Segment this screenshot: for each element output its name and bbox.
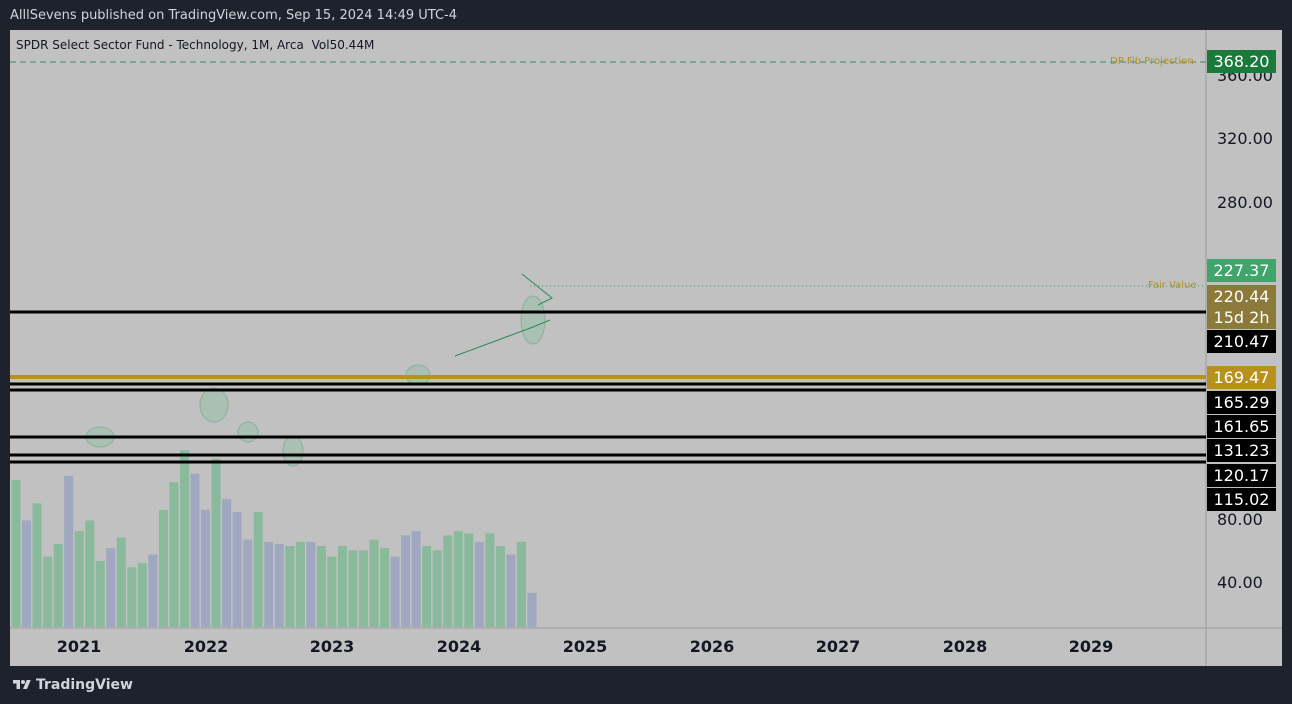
volume-bar	[464, 533, 474, 627]
time-tick-label: 2024	[437, 637, 482, 656]
volume-bar	[432, 550, 442, 627]
volume-bar	[137, 563, 147, 627]
chart-legend: SPDR Select Sector Fund - Technology, 1M…	[16, 38, 374, 52]
volume-bar	[264, 541, 274, 627]
trend-line	[454, 319, 551, 357]
time-tick-label: 2023	[310, 637, 355, 656]
volume-bar	[422, 546, 432, 627]
volume-bar	[32, 503, 42, 627]
volume-bar	[380, 548, 390, 627]
volume-bar	[348, 550, 358, 627]
volume-bar	[148, 554, 158, 627]
time-tick-label: 2025	[563, 637, 608, 656]
volume-bar	[295, 541, 305, 627]
volume-bar	[253, 511, 263, 627]
volume-bar	[453, 531, 463, 627]
horizontal-levels[interactable]	[10, 61, 1206, 464]
volume-bar	[74, 531, 84, 627]
volume-bar	[243, 539, 253, 627]
price-tag-level-1: 210.47	[1207, 330, 1276, 353]
volume-bar	[106, 548, 116, 627]
pattern-highlight	[520, 295, 546, 345]
fib-projection-label: DP Fib Projection	[1110, 56, 1194, 67]
price-tag-fair-value: 227.37	[1207, 259, 1276, 282]
volume-bar	[369, 539, 379, 627]
publish-info: AlllSevens published on TradingView.com,…	[10, 8, 458, 23]
trend-line	[521, 273, 553, 306]
price-tag-level-6: 120.17	[1207, 464, 1276, 487]
volume-bar	[274, 543, 284, 627]
volume-bar	[516, 541, 526, 627]
time-tick-label: 2027	[816, 637, 861, 656]
volume-bar	[11, 480, 21, 627]
price-tag-level-5: 131.23	[1207, 439, 1276, 462]
volume-bar	[327, 556, 337, 627]
volume-bar	[85, 520, 95, 627]
volume-bar	[64, 475, 74, 627]
volume-bar	[179, 450, 189, 627]
volume-bars	[11, 450, 537, 627]
price-tick-label: 40.00	[1217, 573, 1263, 592]
volume-bar	[527, 592, 537, 627]
volume-bar	[95, 560, 105, 627]
volume-bar	[53, 543, 63, 627]
price-tag-last: 220.44	[1207, 285, 1276, 308]
pattern-highlight	[237, 421, 259, 443]
volume-bar	[401, 535, 411, 627]
price-tag-level-2: 169.47	[1207, 366, 1276, 389]
volume-bar	[316, 546, 326, 627]
footer	[0, 666, 1292, 704]
volume-bar	[232, 511, 242, 627]
price-tag-level-4: 161.65	[1207, 415, 1276, 438]
publish-header: AlllSevens published on TradingView.com,…	[0, 0, 1292, 30]
volume-label: Vol	[311, 38, 330, 52]
price-tick-label: 280.00	[1217, 193, 1273, 212]
volume-bar	[390, 556, 400, 627]
volume-value: 50.44M	[329, 38, 375, 52]
volume-bar	[211, 458, 221, 627]
volume-bar	[495, 546, 505, 627]
volume-bar	[306, 541, 316, 627]
bar-countdown: 15d 2h	[1207, 306, 1276, 329]
price-tag-fib-projection: 368.20	[1207, 50, 1276, 73]
pattern-highlight	[199, 387, 229, 423]
tradingview-brand[interactable]: TradingView	[36, 677, 133, 693]
volume-bar	[485, 533, 495, 627]
time-tick-label: 2021	[57, 637, 102, 656]
volume-bar	[43, 556, 53, 627]
volume-bar	[116, 537, 126, 627]
volume-bar	[358, 550, 368, 627]
price-tag-level-3: 165.29	[1207, 391, 1276, 414]
symbol-title[interactable]: SPDR Select Sector Fund - Technology, 1M…	[16, 38, 304, 52]
volume-bar	[127, 567, 137, 627]
volume-bar	[285, 546, 295, 627]
time-tick-label: 2026	[690, 637, 735, 656]
time-tick-label: 2028	[943, 637, 988, 656]
volume-bar	[337, 546, 347, 627]
volume-bar	[506, 554, 516, 627]
fair-value-label: Fair Value	[1148, 280, 1197, 291]
volume-bar	[474, 541, 484, 627]
volume-bar	[201, 509, 211, 627]
volume-bar	[158, 509, 168, 627]
chart-panel[interactable]	[10, 30, 1282, 666]
volume-bar	[190, 473, 200, 627]
time-scale[interactable]: 2021 2022 2023 2024 2025 2026 2027 2028 2029	[57, 637, 1114, 656]
price-tick-label: 320.00	[1217, 129, 1273, 148]
volume-bar	[169, 482, 179, 627]
volume-bar	[222, 499, 232, 627]
time-tick-label: 2029	[1069, 637, 1114, 656]
volume-bar	[22, 520, 32, 627]
price-tick-label: 80.00	[1217, 510, 1263, 529]
tradingview-logo-icon[interactable]	[11, 678, 33, 692]
volume-bar	[411, 531, 421, 627]
time-tick-label: 2022	[184, 637, 229, 656]
price-tag-level-7: 115.02	[1207, 488, 1276, 511]
volume-bar	[443, 535, 453, 627]
